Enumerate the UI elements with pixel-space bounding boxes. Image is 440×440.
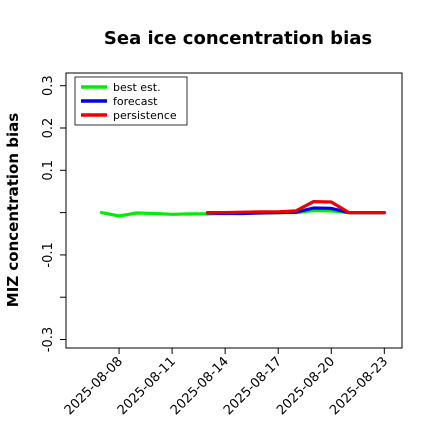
y-tick-label: -0.3 xyxy=(41,327,56,352)
y-tick-label: -0.1 xyxy=(41,242,56,267)
y-tick-label: 0.3 xyxy=(41,75,56,96)
legend-label: forecast xyxy=(113,95,158,108)
x-axis: 2025-08-082025-08-112025-08-142025-08-17… xyxy=(62,348,391,418)
legend-label: best est. xyxy=(113,81,161,94)
y-tick-label: 0.1 xyxy=(41,160,56,181)
y-axis: -0.3 -0.1 0.1 0.2 0.3 xyxy=(41,75,66,352)
series-line-persistence xyxy=(205,200,386,215)
y-axis-label: MIZ concentration bias xyxy=(4,113,22,307)
legend-label: persistence xyxy=(113,109,177,122)
chart-title: Sea ice concentration bias xyxy=(104,28,372,49)
series-lines xyxy=(99,200,386,218)
y-tick-label: 0.2 xyxy=(41,118,56,139)
